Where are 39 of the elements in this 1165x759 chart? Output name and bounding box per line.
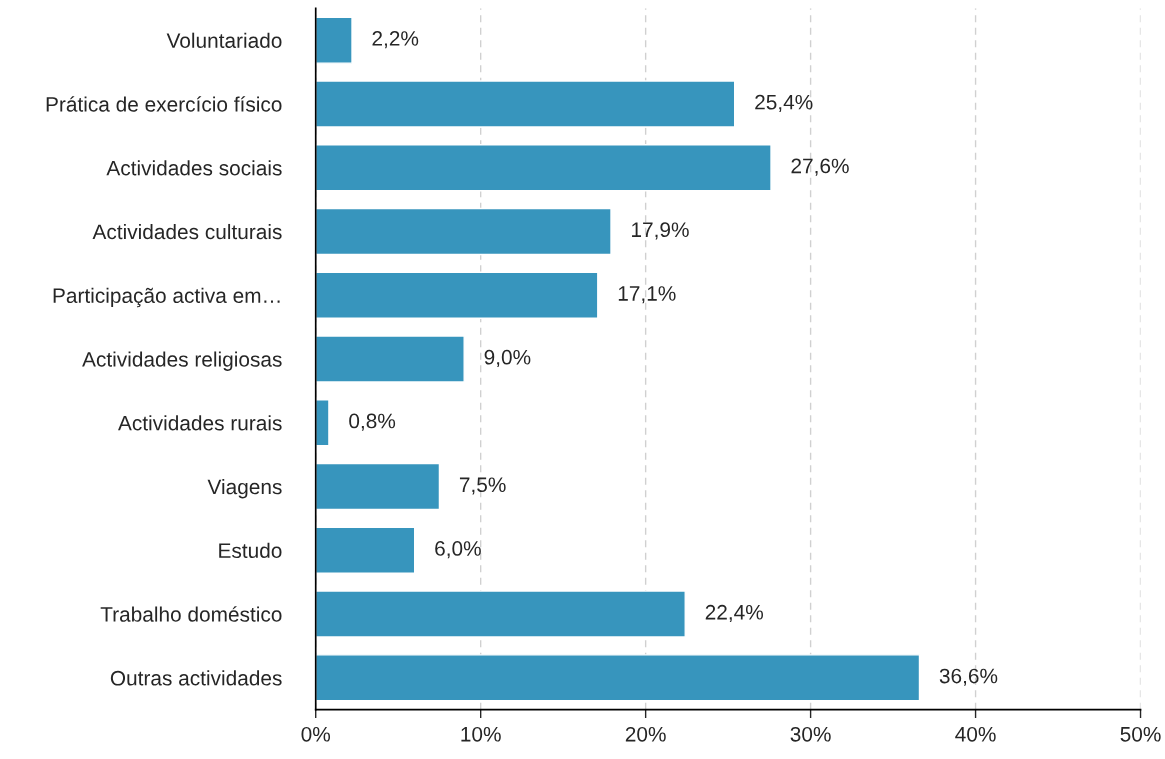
y-tick-label: Actividades culturais bbox=[92, 223, 282, 240]
bar bbox=[315, 526, 416, 574]
data-label: 22,4% bbox=[705, 604, 764, 623]
x-tick-label: 40% bbox=[955, 726, 996, 742]
data-label: 36,6% bbox=[939, 668, 998, 686]
data-label: 2,2% bbox=[372, 31, 419, 49]
data-label: 7,5% bbox=[459, 477, 506, 495]
y-tick-label: Participação activa em… bbox=[53, 287, 280, 308]
bar bbox=[315, 590, 686, 638]
bar bbox=[315, 335, 465, 383]
bar bbox=[315, 271, 599, 319]
bar bbox=[315, 654, 921, 702]
data-label: 0,8% bbox=[349, 413, 396, 431]
y-tick-label: Trabalho doméstico bbox=[100, 606, 282, 622]
bar bbox=[315, 16, 353, 64]
x-tick-label: 10% bbox=[461, 726, 501, 742]
x-tick-label: 50% bbox=[1120, 726, 1161, 742]
bar bbox=[315, 144, 772, 192]
y-tick-label: Voluntariado bbox=[166, 32, 282, 48]
y-tick-label: Actividades rurais bbox=[118, 415, 282, 431]
x-tick-label: 0% bbox=[301, 726, 331, 742]
y-tick-label: Outras actividades bbox=[110, 670, 282, 686]
data-label: 17,9% bbox=[632, 222, 689, 240]
y-tick-label: Estudo bbox=[219, 542, 282, 559]
bar bbox=[315, 399, 330, 447]
y-tick-label: Actividades religiosas bbox=[82, 351, 282, 371]
y-tick-label: Actividades sociais bbox=[106, 160, 282, 176]
bar bbox=[315, 80, 736, 128]
bar bbox=[315, 462, 441, 511]
data-label: 6,0% bbox=[435, 541, 481, 559]
bar bbox=[315, 207, 612, 256]
y-tick-label: Viagens bbox=[207, 478, 282, 499]
x-tick-label: 20% bbox=[625, 726, 666, 742]
x-tick-label: 30% bbox=[790, 726, 831, 742]
data-label: 17,1% bbox=[618, 286, 676, 304]
data-label: 27,6% bbox=[791, 158, 849, 176]
data-label: 25,4% bbox=[755, 94, 813, 113]
data-label: 9,0% bbox=[484, 349, 531, 368]
y-tick-label: Prática de exercício físico bbox=[46, 96, 282, 112]
